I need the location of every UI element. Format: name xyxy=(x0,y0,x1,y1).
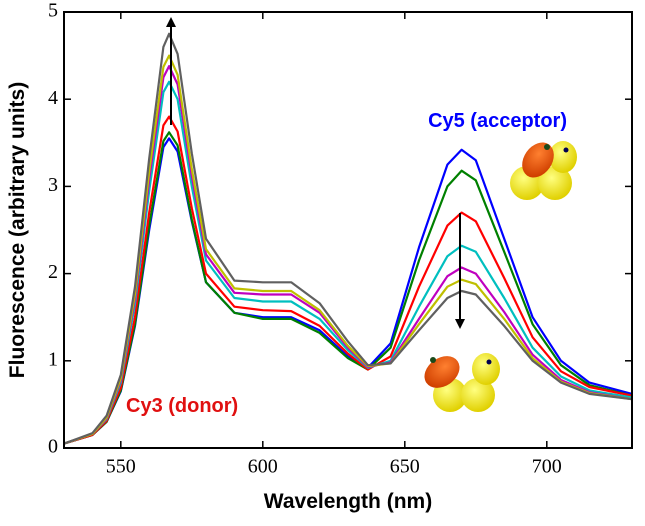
plot-area xyxy=(63,32,633,445)
y-tick-label: 3 xyxy=(48,174,58,196)
x-tick-label: 550 xyxy=(106,456,136,478)
y-tick-label: 0 xyxy=(48,436,58,458)
y-tick-label: 4 xyxy=(48,87,58,109)
annotation: Cy3 (donor) xyxy=(126,395,238,417)
x-tick-label: 600 xyxy=(248,456,278,478)
plot-frame xyxy=(63,11,633,449)
series-line xyxy=(63,115,633,445)
y-axis-label: Fluorescence (arbitrary units) xyxy=(6,82,29,378)
x-axis-label: Wavelength (nm) xyxy=(264,490,432,513)
y-tick-label: 5 xyxy=(48,0,58,22)
x-tick-label: 700 xyxy=(532,456,562,478)
x-tick-label: 650 xyxy=(390,456,420,478)
series-line xyxy=(63,32,633,445)
molecule-icon xyxy=(510,141,577,200)
molecule-icon xyxy=(424,353,500,412)
series-line xyxy=(63,80,633,445)
y-tick-label: 2 xyxy=(48,261,58,283)
y-tick-label: 1 xyxy=(48,348,58,370)
annotation: Cy5 (acceptor) xyxy=(428,110,567,132)
series-line xyxy=(63,131,633,445)
